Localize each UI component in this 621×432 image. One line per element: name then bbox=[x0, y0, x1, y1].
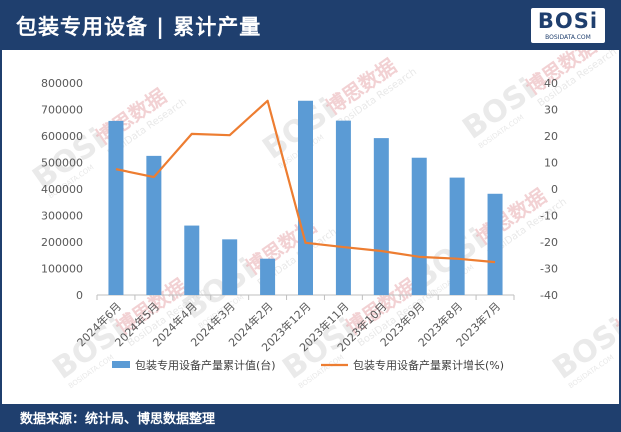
y-left-tick-label: 100000 bbox=[41, 263, 83, 276]
logo-subtext: BOSIDATA.COM bbox=[545, 34, 591, 41]
legend-line-label: 包装专用设备产量累计增长(%) bbox=[353, 358, 504, 372]
y-right-tick-label: -30 bbox=[540, 263, 558, 276]
bar bbox=[108, 120, 124, 296]
page-title: 包装专用设备 | 累计产量 bbox=[16, 15, 262, 39]
line-series bbox=[115, 99, 496, 264]
y-left-tick-label: 400000 bbox=[41, 183, 83, 196]
y-left-tick-label: 800000 bbox=[41, 77, 83, 90]
logo-text: BOSi bbox=[537, 9, 599, 33]
footer-bar: 数据来源：统计局、博思数据整理 bbox=[2, 404, 619, 430]
legend-bar-swatch bbox=[112, 361, 130, 368]
bar bbox=[373, 138, 389, 295]
y-left-tick-label: 700000 bbox=[41, 104, 83, 117]
y-left-tick-label: 200000 bbox=[41, 236, 83, 249]
bar bbox=[335, 120, 351, 295]
y-right-tick-label: -20 bbox=[540, 236, 558, 249]
header-bar: 包装专用设备 | 累计产量 BOSi BOSIDATA.COM bbox=[2, 2, 619, 50]
bar bbox=[411, 157, 427, 295]
y-right-tick-label: 0 bbox=[551, 183, 558, 196]
bar bbox=[222, 239, 238, 295]
y-left-tick-label: 0 bbox=[76, 289, 83, 302]
y-left-tick-label: 600000 bbox=[41, 130, 83, 143]
y-right-tick-label: -10 bbox=[540, 210, 558, 223]
data-source: 数据来源：统计局、博思数据整理 bbox=[20, 412, 216, 427]
y-left-tick-label: 300000 bbox=[41, 210, 83, 223]
y-right-tick-label: 30 bbox=[544, 104, 558, 117]
bar bbox=[260, 258, 276, 295]
y-right-tick-label: 20 bbox=[544, 130, 558, 143]
y-left-tick-label: 500000 bbox=[41, 157, 83, 170]
legend-bar-label: 包装专用设备产量累计值(台) bbox=[135, 358, 276, 372]
legend: 包装专用设备产量累计值(台) 包装专用设备产量累计增长(%) bbox=[112, 358, 504, 372]
bar bbox=[449, 177, 465, 295]
bar bbox=[298, 100, 313, 295]
y-right-tick-label: 10 bbox=[544, 157, 558, 170]
brand-logo: BOSi BOSIDATA.COM bbox=[531, 8, 605, 43]
bar bbox=[184, 225, 200, 295]
bar-series bbox=[108, 100, 503, 296]
bar bbox=[146, 155, 162, 295]
y-right-tick-label: -40 bbox=[540, 289, 558, 302]
y-right-tick-label: 40 bbox=[544, 77, 558, 90]
bar bbox=[487, 193, 503, 295]
